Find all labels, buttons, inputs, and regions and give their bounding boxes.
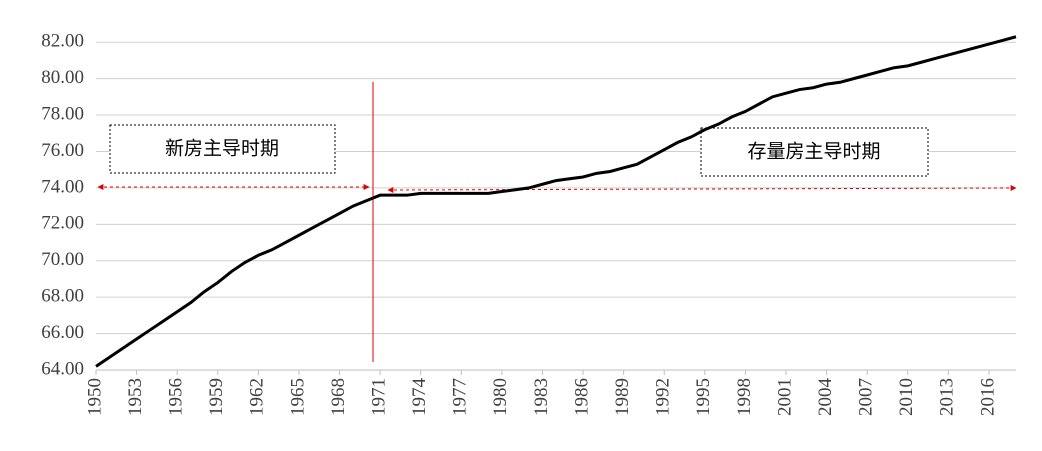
y-tick-label: 66.00 [41,322,84,343]
x-tick-label: 1989 [612,378,633,416]
x-tick-label: 2004 [815,378,836,417]
x-tick-label: 1974 [409,378,430,417]
x-tick-label: 1965 [287,378,308,416]
y-tick-label: 82.00 [41,31,84,52]
x-tick-label: 1971 [368,378,389,416]
y-tick-label: 72.00 [41,213,84,234]
x-tick-label: 1953 [125,378,146,416]
x-tick-label: 2001 [774,378,795,416]
grid [96,41,1016,371]
y-tick-label: 78.00 [41,103,84,124]
x-tick-label: 2007 [856,378,877,416]
y-tick-label: 70.00 [41,249,84,270]
annotation-box [109,124,336,174]
y-tick-label: 80.00 [41,67,84,88]
x-tick-label: 1998 [734,378,755,416]
x-tick-label: 1980 [490,378,511,416]
x-tick-label: 1995 [693,378,714,416]
x-tick-label: 1977 [450,378,471,416]
x-tick-label: 1983 [531,378,552,416]
x-tick-label: 1950 [84,378,105,416]
x-tick-label: 1992 [653,378,674,416]
period-arrow [387,185,1017,193]
y-tick-label: 68.00 [41,286,84,307]
annotation-box [700,127,929,177]
annotation: 新房主导时期 [165,138,279,160]
x-tick-label: 2010 [896,378,917,416]
annotation: 存量房主导时期 [747,141,880,163]
x-tick-label: 1956 [166,378,187,416]
x-tick-label: 1962 [247,378,268,416]
y-tick-label: 76.00 [41,140,84,161]
x-tick-label: 1968 [328,378,349,416]
y-tick-label: 74.00 [41,176,84,197]
x-tick-label: 1986 [571,378,592,416]
x-tick-label: 1959 [206,378,227,416]
y-tick-label: 64.00 [41,358,84,379]
data-line [95,35,1017,368]
x-tick-label: 2013 [937,378,958,416]
x-tick-label: 2016 [977,378,998,416]
